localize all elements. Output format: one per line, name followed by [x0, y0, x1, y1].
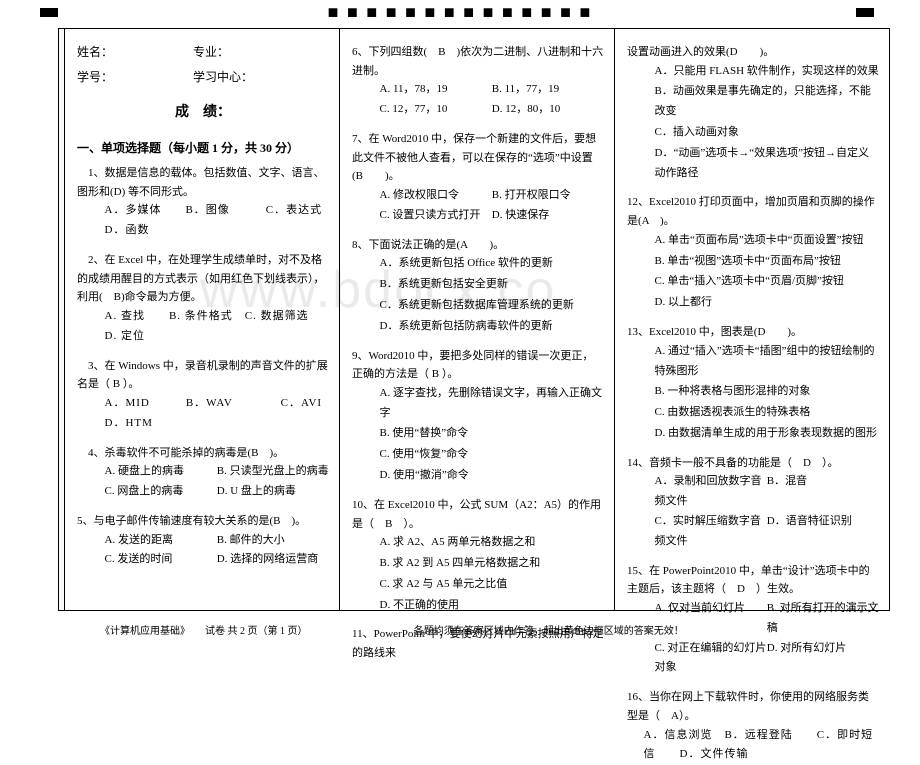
q2-text: 2、在 Excel 中，在处理学生成绩单时，对不及格的成绩用醒目的方式表示（如用…	[77, 251, 329, 307]
q5-c: C. 发送的时间	[105, 550, 217, 570]
q7-text: 7、在 Word2010 中，保存一个新建的文件后，要想此文件不被他人查看，可以…	[352, 130, 604, 186]
question-5: 5、与电子邮件传输速度有较大关系的是(B )。 A. 发送的距离 B. 邮件的大…	[77, 512, 329, 570]
q13-b: B. 一种将表格与图形混排的对象	[655, 382, 880, 402]
question-11-partial: 11、PowerPoint 中，要使幻灯片中元素按照用户特定的路线来	[352, 625, 604, 662]
question-2: 2、在 Excel 中，在处理学生成绩单时，对不及格的成绩用醒目的方式表示（如用…	[77, 251, 329, 347]
q8-d: D．系统更新包括防病毒软件的更新	[380, 317, 605, 337]
q4-b: B. 只读型光盘上的病毒	[217, 462, 329, 482]
name-label: 姓名：	[77, 43, 113, 60]
q4-c: C. 网盘上的病毒	[105, 482, 217, 502]
id-label: 学号：	[77, 68, 113, 85]
q9-text: 9、Word2010 中，要把多处同样的错误一次更正，正确的方法是（ B ）。	[352, 347, 604, 384]
q15-d: D. 对所有幻灯片	[767, 639, 879, 679]
q14-d: D．语音特征识别	[767, 512, 879, 552]
section-1-title: 一、单项选择题（每小题 1 分，共 30 分）	[77, 139, 329, 156]
q15-b: B. 对所有打开的演示文稿	[767, 599, 879, 639]
column-3: 设置动画进入的效果(D )。 A．只能用 FLASH 软件制作，实现这样的效果 …	[615, 29, 889, 610]
question-15: 15、在 PowerPoint2010 中，单击“设计”选项卡中的主题后，该主题…	[627, 562, 879, 679]
q15-a: A. 仅对当前幻灯片	[655, 599, 767, 639]
q1-text: 1、数据是信息的载体。包括数值、文字、语言、图形和(D) 等不同形式。	[77, 164, 329, 201]
question-14: 14、音频卡一般不具备的功能是（ D ）。 A．录制和回放数字音频文件 B．混音…	[627, 454, 879, 552]
q14-c: C．实时解压缩数字音频文件	[655, 512, 767, 552]
q2-opts: A. 查找 B. 条件格式 C. 数据筛选 D. 定位	[77, 307, 329, 347]
center-label: 学习中心：	[193, 68, 253, 85]
q7-c: C. 设置只读方式打开	[380, 206, 492, 226]
q14-text: 14、音频卡一般不具备的功能是（ D ）。	[627, 454, 879, 473]
q8-c: C．系统更新包括数据库管理系统的更新	[380, 296, 605, 316]
q12-a: A. 单击“页面布局”选项卡中“页面设置”按钮	[655, 231, 880, 251]
question-4: 4、杀毒软件不可能杀掉的病毒是(B )。 A. 硬盘上的病毒 B. 只读型光盘上…	[77, 444, 329, 502]
q10-text: 10、在 Excel2010 中，公式 SUM（A2：A5）的作用是（ B ）。	[352, 496, 604, 533]
q4-d: D. U 盘上的病毒	[217, 482, 329, 502]
question-7: 7、在 Word2010 中，保存一个新建的文件后，要想此文件不被他人查看，可以…	[352, 130, 604, 226]
question-13: 13、Excel2010 中，图表是(D )。 A. 通过“插入”选项卡“插图”…	[627, 323, 879, 444]
q3-opts: A．MID B．WAV C．AVI D．HTM	[77, 394, 329, 434]
top-registration-marks: ■ ■ ■ ■ ■ ■ ■ ■ ■ ■ ■ ■ ■ ■	[40, 8, 880, 20]
q12-b: B. 单击“视图”选项卡中“页面布局”按钮	[655, 252, 880, 272]
question-12: 12、Excel2010 打印页面中，增加页眉和页脚的操作是(A )。 A. 单…	[627, 193, 879, 313]
score-label: 成 绩：	[77, 101, 329, 121]
q16-text: 16、当你在网上下载软件时，你使用的网络服务类型是（ A）。	[627, 688, 879, 725]
q8-a: A．系统更新包括 Office 软件的更新	[380, 254, 605, 274]
q15-text: 15、在 PowerPoint2010 中，单击“设计”选项卡中的主题后，该主题…	[627, 562, 879, 599]
q10-a: A. 求 A2、A5 两单元格数据之和	[380, 533, 605, 553]
q7-b: B. 打开权限口令	[492, 186, 604, 206]
q5-text: 5、与电子邮件传输速度有较大关系的是(B )。	[77, 512, 329, 531]
q4-a: A. 硬盘上的病毒	[105, 462, 217, 482]
q12-c: C. 单击“插入”选项卡中“页眉/页脚”按钮	[655, 272, 880, 292]
q7-d: D. 快速保存	[492, 206, 604, 226]
page-frame: 姓名： 专业： 学号： 学习中心： 成 绩： 一、单项选择题（每小题 1 分，共…	[58, 28, 890, 611]
column-1: 姓名： 专业： 学号： 学习中心： 成 绩： 一、单项选择题（每小题 1 分，共…	[65, 29, 340, 610]
q11b-text: 设置动画进入的效果(D )。	[627, 43, 879, 62]
q12-d: D. 以上都行	[655, 293, 880, 313]
major-label: 专业：	[193, 43, 229, 60]
q8-text: 8、下面说法正确的是(A )。	[352, 236, 604, 255]
q11b-a: A．只能用 FLASH 软件制作，实现这样的效果	[655, 62, 880, 82]
q14-a: A．录制和回放数字音频文件	[655, 472, 767, 512]
q13-a: A. 通过“插入”选项卡“插图”组中的按钮绘制的特殊图形	[655, 342, 880, 382]
q5-a: A. 发送的距离	[105, 531, 217, 551]
q5-d: D. 选择的网络运营商	[217, 550, 329, 570]
q6-text: 6、下列四组数( B )依次为二进制、八进制和十六进制。	[352, 43, 604, 80]
q8-b: B．系统更新包括安全更新	[380, 275, 605, 295]
question-16: 16、当你在网上下载软件时，你使用的网络服务类型是（ A）。 A．信息浏览 B．…	[627, 688, 879, 765]
q9-b: B. 使用“替换”命令	[380, 424, 605, 444]
q5-b: B. 邮件的大小	[217, 531, 329, 551]
q13-text: 13、Excel2010 中，图表是(D )。	[627, 323, 879, 342]
q6-c: C. 12，77，10	[380, 100, 492, 120]
q13-d: D. 由数据清单生成的用于形象表现数据的图形	[655, 424, 880, 444]
q1-opts: A．多媒体 B．图像 C．表达式 D．函数	[77, 201, 329, 241]
question-3: 3、在 Windows 中，录音机录制的声音文件的扩展名是（ B ）。 A．MI…	[77, 357, 329, 434]
q9-c: C. 使用“恢复”命令	[380, 445, 605, 465]
question-8: 8、下面说法正确的是(A )。 A．系统更新包括 Office 软件的更新 B．…	[352, 236, 604, 337]
q10-d: D. 不正确的使用	[380, 596, 605, 616]
q16-opts: A．信息浏览 B．远程登陆 C．即时短信 D．文件传输	[627, 726, 879, 765]
question-1: 1、数据是信息的载体。包括数值、文字、语言、图形和(D) 等不同形式。 A．多媒…	[77, 164, 329, 241]
q3-text: 3、在 Windows 中，录音机录制的声音文件的扩展名是（ B ）。	[77, 357, 329, 394]
q11b-b: B．动画效果是事先确定的，只能选择，不能改变	[655, 82, 880, 122]
q11b-d: D．“动画”选项卡→“效果选项”按钮→自定义动作路径	[655, 144, 880, 184]
column-2: 6、下列四组数( B )依次为二进制、八进制和十六进制。 A. 11，78，19…	[340, 29, 615, 610]
q7-a: A. 修改权限口令	[380, 186, 492, 206]
q14-b: B．混音	[767, 472, 879, 512]
q6-b: B. 11，77，19	[492, 80, 604, 100]
q15-c: C. 对正在编辑的幻灯片对象	[655, 639, 767, 679]
q9-d: D. 使用“撤消”命令	[380, 466, 605, 486]
q6-d: D. 12，80，10	[492, 100, 604, 120]
question-11-cont: 设置动画进入的效果(D )。 A．只能用 FLASH 软件制作，实现这样的效果 …	[627, 43, 879, 183]
q10-b: B. 求 A2 到 A5 四单元格数据之和	[380, 554, 605, 574]
question-10: 10、在 Excel2010 中，公式 SUM（A2：A5）的作用是（ B ）。…	[352, 496, 604, 616]
q10-c: C. 求 A2 与 A5 单元之比值	[380, 575, 605, 595]
q6-a: A. 11，78，19	[380, 80, 492, 100]
q13-c: C. 由数据透视表派生的特殊表格	[655, 403, 880, 423]
question-9: 9、Word2010 中，要把多处同样的错误一次更正，正确的方法是（ B ）。 …	[352, 347, 604, 486]
question-6: 6、下列四组数( B )依次为二进制、八进制和十六进制。 A. 11，78，19…	[352, 43, 604, 120]
q12-text: 12、Excel2010 打印页面中，增加页眉和页脚的操作是(A )。	[627, 193, 879, 230]
footer-left: 《计算机应用基础》 试卷 共 2 页（第 1 页）	[100, 622, 308, 637]
q11b-c: C．插入动画对象	[655, 123, 880, 143]
q4-text: 4、杀毒软件不可能杀掉的病毒是(B )。	[77, 444, 329, 463]
q11-text: 11、PowerPoint 中，要使幻灯片中元素按照用户特定的路线来	[352, 625, 604, 662]
q9-a: A. 逐字查找，先删除错误文字，再输入正确文字	[380, 384, 605, 424]
